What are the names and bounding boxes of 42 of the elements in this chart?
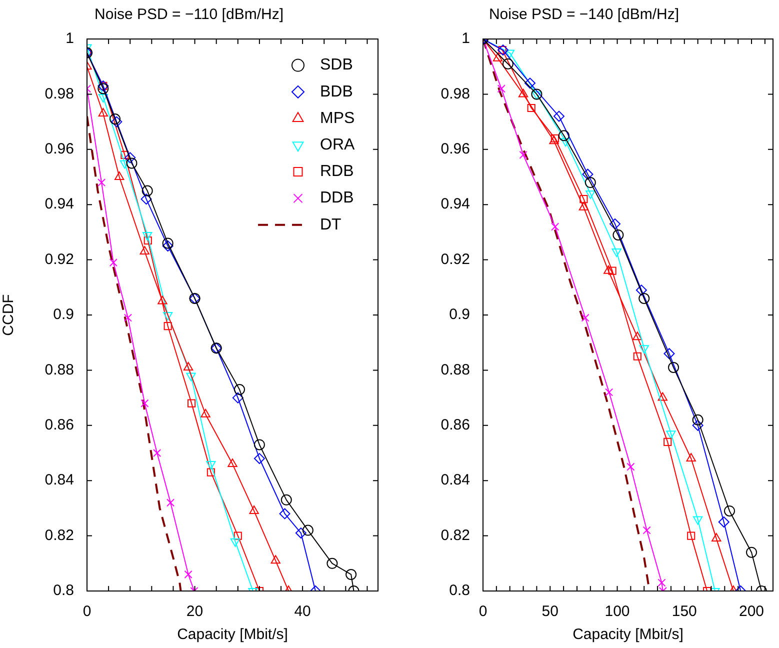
x-tick-label: 0	[82, 603, 92, 620]
y-tick-label: 0.82	[440, 526, 470, 544]
legend-label: DT	[320, 216, 342, 234]
y-tick-label: 0.88	[440, 361, 470, 378]
y-tick-label: 0.98	[440, 85, 470, 102]
x-axis-title: Capacity [Mbit/s]	[572, 626, 684, 644]
legend-label: DDB	[320, 190, 354, 207]
y-tick-label: 0.82	[44, 526, 74, 544]
y-tick-label: 0.92	[44, 250, 74, 268]
y-tick-label: 1	[462, 30, 470, 48]
y-tick-label: 0.96	[440, 140, 470, 158]
y-tick-label: 0.88	[44, 361, 74, 378]
legend-label: ORA	[320, 136, 355, 154]
y-tick-label: 0.84	[44, 472, 74, 489]
x-axis-title: Capacity [Mbit/s]	[177, 626, 288, 644]
x-tick-label: 100	[604, 603, 630, 620]
chart-title: Noise PSD = −140 [dBm/Hz]	[488, 6, 680, 24]
y-tick-label: 0.86	[44, 416, 74, 434]
x-tick-label: 150	[672, 603, 697, 620]
y-axis-title: CCDF	[0, 294, 18, 336]
x-tick-label: 0	[478, 603, 488, 620]
y-tick-label: 0.94	[44, 196, 74, 213]
y-tick-label: 0.84	[440, 472, 470, 489]
x-tick-label: 20	[186, 603, 204, 620]
legend-label: RDB	[320, 163, 354, 180]
y-tick-label: 0.9	[449, 306, 470, 324]
x-tick-label: 40	[294, 603, 311, 620]
y-tick-label: 0.94	[440, 196, 470, 213]
y-tick-label: 0.9	[53, 306, 74, 324]
y-tick-label: 0.86	[440, 416, 470, 434]
legend-label: SDB	[320, 56, 353, 74]
y-tick-label: 0.96	[44, 140, 74, 158]
legend-label: MPS	[320, 110, 355, 127]
y-tick-label: 0.98	[44, 85, 74, 102]
x-tick-label: 50	[542, 603, 558, 620]
chart-title: Noise PSD = −110 [dBm/Hz]	[94, 6, 284, 24]
y-tick-label: 0.8	[53, 582, 74, 600]
y-tick-label: 0.92	[440, 250, 470, 268]
y-tick-label: 0.8	[449, 582, 470, 600]
legend-label: BDB	[320, 83, 353, 100]
y-tick-label: 1	[66, 30, 74, 48]
x-tick-label: 200	[739, 603, 764, 620]
